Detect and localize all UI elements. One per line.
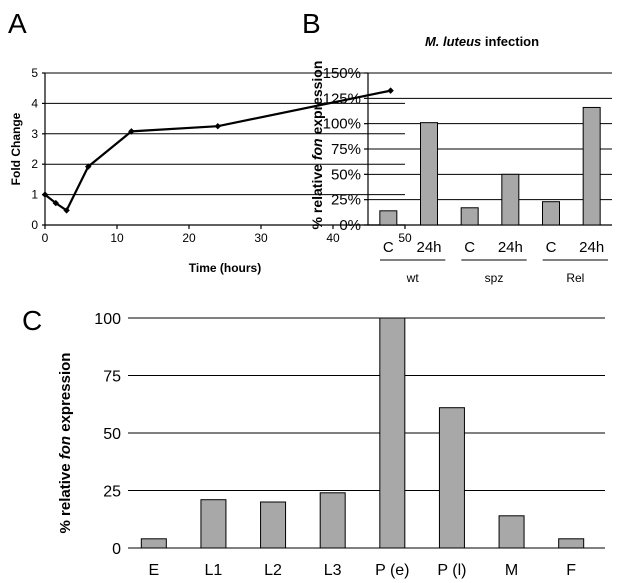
- x-tick-label-a: 0: [42, 231, 49, 245]
- y-tick-label-a: 2: [31, 157, 38, 171]
- bar-b: [460, 207, 479, 226]
- y-tick-label-a: 0: [31, 218, 38, 232]
- x-tick-label-b: C: [546, 239, 557, 256]
- x-tick-label-c: P (e): [375, 562, 409, 579]
- x-tick-label-b: C: [464, 239, 475, 256]
- group-label-b: Rel: [566, 271, 584, 285]
- data-point-a: [387, 87, 394, 94]
- x-tick-label-c: M: [505, 562, 518, 579]
- bar-b: [582, 106, 601, 226]
- data-point-a: [214, 123, 221, 130]
- x-tick-label-b: 24h: [498, 239, 523, 256]
- x-tick-label-a: 30: [254, 231, 268, 245]
- bar-c: [200, 499, 227, 549]
- x-tick-label-b: 24h: [416, 239, 441, 256]
- bar-b: [420, 122, 438, 226]
- y-axis-title-b: % relative fon expression: [309, 61, 325, 230]
- x-tick-label-a: 40: [326, 231, 340, 245]
- bar-b: [501, 173, 520, 226]
- y-tick-label-c: 0: [112, 541, 121, 558]
- y-tick-label-a: 1: [31, 188, 38, 202]
- data-point-a: [52, 199, 59, 207]
- group-label-b: wt: [406, 271, 420, 285]
- data-point-a: [41, 191, 49, 198]
- bar-c: [140, 538, 167, 549]
- y-tick-label-c: 25: [103, 484, 121, 501]
- y-axis-title-pre-c: % relative: [57, 459, 74, 533]
- data-point-a: [85, 163, 92, 170]
- x-tick-label-c: L1: [205, 562, 223, 579]
- y-tick-label-b: 150%: [323, 65, 361, 82]
- y-axis-title-a: Fold Change: [9, 112, 23, 185]
- y-axis-title-post-b: expression: [309, 61, 325, 139]
- y-axis-title-italic-b: fon: [309, 138, 325, 160]
- y-tick-label-b: 0%: [339, 217, 361, 234]
- x-tick-label-c: L2: [264, 562, 282, 579]
- y-tick-label-b: 75%: [331, 141, 361, 158]
- bar-c: [558, 538, 585, 549]
- x-axis-title-a: Time (hours): [189, 261, 261, 275]
- x-tick-label-c: L3: [324, 562, 342, 579]
- x-tick-label-a: 50: [398, 231, 412, 245]
- y-tick-label-c: 50: [103, 426, 121, 443]
- data-point-a: [128, 128, 135, 135]
- bar-c: [438, 407, 465, 549]
- chart-title-italic-b: M. luteus: [425, 34, 481, 49]
- y-axis-title-italic-c: fon: [57, 436, 74, 459]
- group-label-b: spz: [485, 271, 504, 285]
- chart-title-b: M. luteus infection: [425, 34, 539, 49]
- panel-label-c: C: [22, 305, 42, 336]
- bar-c: [498, 515, 525, 549]
- panel-label-a: A: [8, 8, 27, 39]
- y-axis-title-pre-b: % relative: [309, 160, 325, 229]
- x-tick-label-b: C: [383, 239, 394, 256]
- y-tick-label-b: 25%: [331, 192, 361, 209]
- bar-c: [260, 501, 287, 549]
- y-tick-label-b: 125%: [323, 90, 361, 107]
- bar-b: [542, 201, 560, 226]
- y-tick-label-b: 100%: [323, 116, 361, 133]
- y-axis-title-c: % relative fon expression: [57, 353, 74, 534]
- x-tick-label-c: E: [148, 562, 159, 579]
- panel-label-b: B: [302, 8, 321, 39]
- y-tick-label-a: 3: [31, 127, 38, 141]
- x-tick-label-a: 20: [182, 231, 196, 245]
- chart-c: 0 25 50 75 100 E L1 L2 L3 P (e) P (l) M F % relative …: [57, 311, 605, 579]
- y-tick-label-a: 5: [31, 66, 38, 80]
- chart-title-rest-b: infection: [481, 34, 539, 49]
- bar-c: [319, 492, 346, 549]
- y-axis-title-post-c: expression: [57, 353, 74, 436]
- y-tick-label-c: 75: [103, 369, 121, 386]
- data-point-a: [63, 207, 70, 214]
- bar-c: [379, 317, 406, 549]
- y-tick-label-a: 4: [31, 96, 38, 110]
- y-tick-label-c: 100: [94, 311, 121, 328]
- x-tick-label-c: F: [566, 562, 576, 579]
- x-tick-label-c: P (l): [437, 562, 466, 579]
- y-tick-label-b: 50%: [331, 166, 361, 183]
- bar-b: [379, 210, 398, 226]
- x-tick-label-b: 24h: [579, 239, 604, 256]
- x-tick-label-a: 10: [110, 231, 124, 245]
- chart-b: 0% 25% 50% 75% 100% 125% 150% C 24h C 24h C 24h wt spz…: [309, 34, 612, 285]
